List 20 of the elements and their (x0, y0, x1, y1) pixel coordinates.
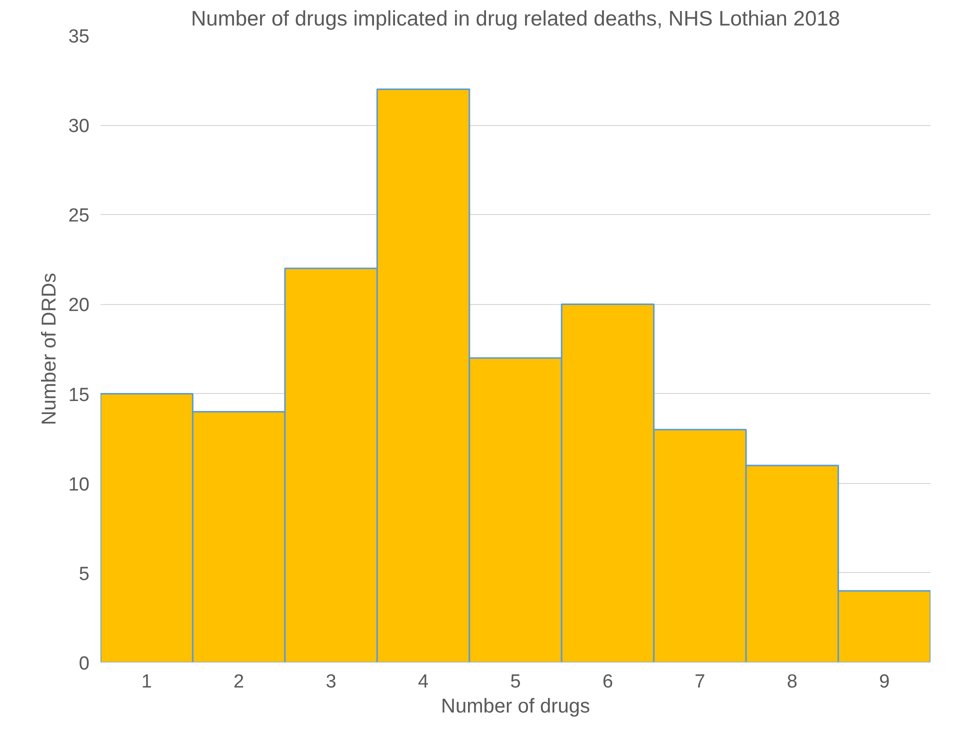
x-tick-label: 2 (234, 672, 244, 692)
x-tick-label: 7 (694, 672, 706, 692)
x-tick-label: 5 (510, 672, 521, 692)
x-tick-label: 6 (602, 672, 614, 692)
y-tick-label: 15 (68, 384, 90, 406)
chart-title: Number of drugs implicated in drug related deaths, NHS Lothian 2018 (190, 8, 840, 30)
y-tick-label: 10 (68, 474, 90, 496)
x-tick-label: 8 (786, 672, 798, 692)
y-tick-label: 35 (68, 26, 90, 48)
x-tick-label: 9 (879, 672, 890, 692)
y-tick-label: 25 (68, 206, 90, 227)
y-tick-label: 5 (78, 564, 90, 585)
x-tick-label: 4 (418, 672, 429, 692)
y-tick-label: 20 (68, 295, 90, 316)
x-tick-label: 3 (326, 672, 336, 692)
y-tick-label: 0 (78, 654, 90, 674)
y-axis-title: Number of DRDs (38, 272, 60, 426)
x-tick-label: 1 (141, 672, 152, 692)
x-axis-title: Number of drugs (441, 696, 590, 718)
y-tick-label: 30 (68, 116, 90, 138)
